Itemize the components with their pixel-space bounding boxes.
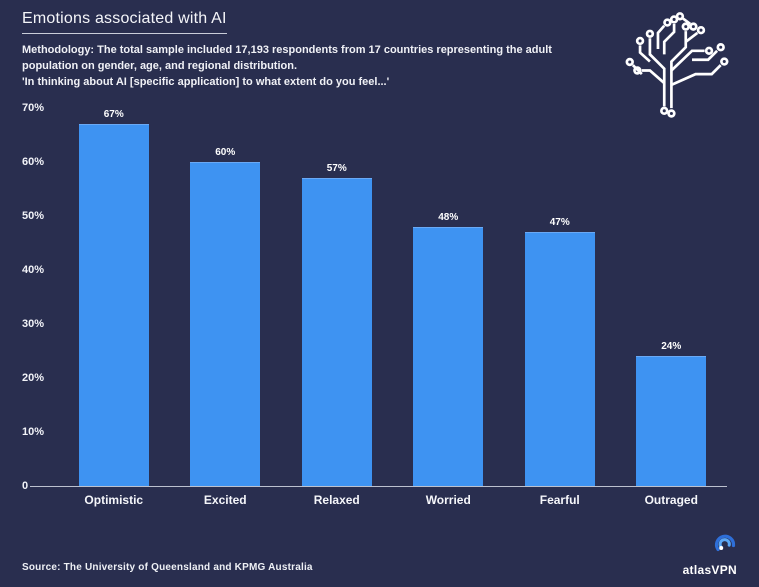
bar-slot-fearful: 47% — [504, 108, 616, 486]
bar-value-label: 47% — [549, 217, 570, 229]
circuit-brain-icon — [605, 6, 745, 123]
bar-value-label: 57% — [326, 163, 347, 175]
bar-chart: 70% 60% 50% 40% 30% 20% 10% 0 67% 60% 57% 48% 47% 24… — [22, 102, 727, 507]
survey-question: 'In thinking about AI [specific applicat… — [22, 76, 390, 88]
bar-relaxed[interactable] — [301, 178, 372, 486]
y-tick-label: 50% — [22, 210, 45, 222]
y-tick-label: 60% — [22, 156, 45, 168]
plot-area: 67% 60% 57% 48% 47% 24% — [58, 108, 727, 486]
source-attribution: Source: The University of Queensland and… — [22, 562, 313, 573]
category-label-fearful: Fearful — [539, 493, 580, 507]
methodology-line: Methodology: The total sample included 1… — [22, 44, 552, 72]
category-label-excited: Excited — [203, 493, 247, 507]
brand-logo[interactable]: atlasVPN — [683, 532, 737, 577]
category-labels: Optimistic Excited Relaxed Worried Fearful Ou… — [58, 493, 727, 507]
y-axis-labels: 70% 60% 50% 40% 30% 20% 10% 0 — [22, 102, 54, 492]
y-tick-label: 40% — [22, 264, 45, 276]
bar-outraged[interactable] — [636, 356, 707, 486]
y-tick-label: 20% — [22, 372, 45, 384]
bar-value-label: 60% — [215, 147, 236, 158]
bar-excited[interactable] — [190, 162, 261, 486]
bar-slot-excited: 60% — [170, 108, 282, 486]
category-label-worried: Worried — [425, 493, 471, 507]
y-tick-label: 70% — [22, 102, 45, 114]
y-tick-label: 10% — [22, 426, 45, 438]
bar-fearful[interactable] — [524, 232, 595, 486]
category-label-relaxed: Relaxed — [313, 493, 360, 507]
bars: 67% 60% 57% 48% 47% 24% — [58, 108, 727, 486]
bar-slot-worried: 48% — [393, 108, 505, 486]
bar-optimistic[interactable] — [78, 124, 149, 486]
bar-worried[interactable] — [413, 226, 484, 486]
bar-slot-relaxed: 57% — [281, 108, 393, 486]
y-tick-label: 0 — [22, 480, 29, 492]
y-tick-label: 30% — [22, 318, 45, 330]
category-label-optimistic: Optimistic — [84, 493, 144, 507]
category-label-outraged: Outraged — [644, 493, 698, 507]
bar-value-label: 24% — [661, 341, 682, 353]
brand-name: atlasVPN — [682, 563, 737, 577]
atlasvpn-swirl-icon — [713, 532, 737, 561]
x-axis-line — [30, 486, 727, 487]
page-title: Emotions associated with AI — [22, 10, 227, 34]
bar-slot-optimistic: 67% — [58, 108, 170, 486]
bar-value-label: 48% — [438, 211, 459, 223]
bar-value-label: 67% — [103, 109, 124, 121]
bar-slot-outraged: 24% — [616, 108, 728, 486]
methodology-text: Methodology: The total sample included 1… — [22, 42, 577, 90]
